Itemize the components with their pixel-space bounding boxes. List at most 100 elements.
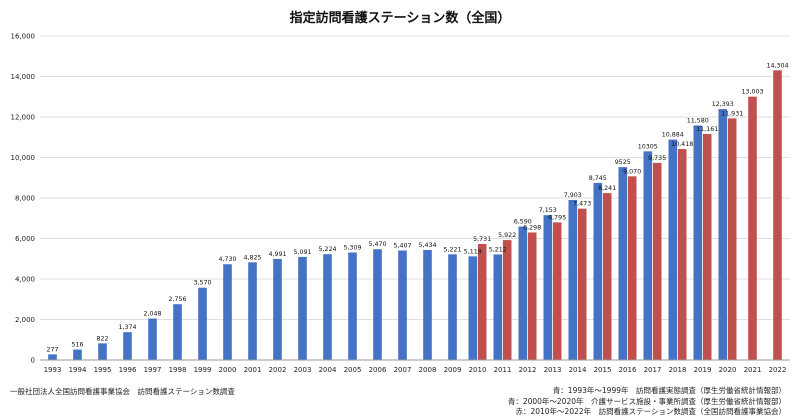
- bar: [423, 249, 432, 360]
- source-credit: 一般社団法人全国訪問看護事業協会 訪問看護ステーション数調査: [10, 387, 235, 396]
- data-label: 6,795: [548, 214, 566, 221]
- data-label: 13,003: [741, 89, 763, 96]
- x-tick-label: 2010: [469, 366, 487, 374]
- bar: [693, 125, 703, 360]
- bar: [577, 208, 587, 360]
- data-label: 5,221: [443, 246, 461, 253]
- x-tick-label: 2018: [669, 366, 687, 374]
- x-tick-label: 1995: [94, 366, 112, 374]
- data-label: 9,070: [623, 168, 641, 175]
- data-label: 5,119: [464, 248, 482, 255]
- x-tick-label: 2000: [219, 366, 237, 374]
- data-label: 516: [71, 342, 83, 349]
- x-tick-label: 2006: [369, 366, 387, 374]
- y-tick-label: 4,000: [15, 276, 35, 284]
- bar: [298, 256, 307, 360]
- data-label: 12,393: [712, 101, 734, 108]
- bars: [48, 70, 782, 361]
- y-tick-label: 6,000: [15, 235, 35, 243]
- y-tick-label: 12,000: [11, 114, 36, 122]
- y-tick-label: 0: [31, 357, 35, 365]
- x-tick-label: 2014: [569, 366, 587, 374]
- gridlines: [40, 35, 790, 320]
- data-label: 10,884: [662, 132, 684, 139]
- data-label: 4,825: [243, 254, 261, 261]
- data-label: 6,590: [514, 219, 532, 226]
- bar: [48, 354, 57, 360]
- data-label: 11,161: [696, 126, 718, 133]
- bar: [748, 96, 757, 361]
- bar: [123, 332, 132, 360]
- data-labels: 277 516 822 1,374 2,048 2,756 3,570 4,730 4,825 4…: [46, 62, 788, 353]
- bar: [248, 262, 257, 360]
- bar: [198, 287, 207, 360]
- x-tick-label: 2013: [544, 366, 562, 374]
- bar: [702, 133, 712, 360]
- x-tick-label: 2007: [394, 366, 412, 374]
- bar: [223, 264, 232, 360]
- x-tick-label: 2020: [719, 366, 737, 374]
- bar: [273, 258, 282, 360]
- x-tick-label: 1998: [169, 366, 187, 374]
- bar: [98, 343, 107, 360]
- bar: [727, 118, 737, 360]
- data-label: 1,374: [118, 324, 136, 331]
- bar: [468, 256, 478, 360]
- source-note-2: 青：2000年～2020年 介護サービス施設・事業所調査（厚生労働省統計情報部）: [507, 397, 786, 406]
- data-label: 11,931: [721, 110, 743, 117]
- y-tick-label: 16,000: [11, 33, 36, 41]
- x-tick-label: 1994: [69, 366, 87, 374]
- bar: [593, 182, 603, 360]
- bar: [323, 254, 332, 360]
- bar: [668, 139, 678, 360]
- data-label: 5,922: [498, 232, 516, 239]
- x-tick-label: 2016: [619, 366, 637, 374]
- x-tick-label: 2021: [744, 366, 762, 374]
- y-tick-label: 8,000: [15, 195, 35, 203]
- data-label: 7,903: [564, 192, 582, 199]
- bar: [448, 254, 457, 360]
- data-label: 5,407: [393, 243, 411, 250]
- x-axis-ticks: 1993 1994 1995 1996 1997 1998 1999 2000 2001 2002…: [44, 366, 787, 374]
- x-tick-label: 1999: [194, 366, 212, 374]
- y-tick-label: 2,000: [15, 316, 35, 324]
- x-tick-label: 1997: [144, 366, 162, 374]
- source-note-3: 赤：2010年～2022年 訪問看護ステーション数調査（全国訪問看護事業協会）: [515, 407, 786, 416]
- x-tick-label: 2012: [519, 366, 537, 374]
- data-label: 8,241: [598, 185, 616, 192]
- data-label: 3,570: [193, 280, 211, 287]
- data-label: 10,418: [671, 141, 693, 148]
- data-label: 5,091: [293, 249, 311, 256]
- y-tick-label: 10,000: [11, 154, 36, 162]
- data-label: 2,756: [168, 296, 186, 303]
- x-tick-label: 2009: [444, 366, 462, 374]
- x-tick-label: 2008: [419, 366, 437, 374]
- data-label: 8,745: [589, 175, 607, 182]
- bar: [602, 193, 612, 360]
- x-tick-label: 2002: [269, 366, 287, 374]
- data-label: 277: [46, 346, 58, 353]
- bar: [718, 109, 728, 360]
- bar: [477, 243, 487, 360]
- data-label: 6,298: [523, 224, 541, 231]
- x-tick-label: 2022: [769, 366, 787, 374]
- bar: [398, 250, 407, 360]
- data-label: 7,153: [539, 207, 557, 214]
- data-label: 5,470: [368, 241, 386, 248]
- x-tick-label: 2005: [344, 366, 362, 374]
- bar: [773, 70, 782, 361]
- bar: [502, 240, 512, 360]
- data-label: 10305: [638, 143, 658, 150]
- data-label: 7,473: [573, 201, 591, 208]
- y-tick-label: 14,000: [11, 73, 36, 81]
- chart-title: 指定訪問看護ステーション数（全国）: [290, 10, 511, 26]
- x-tick-label: 2001: [244, 366, 262, 374]
- bar: [652, 162, 662, 360]
- bar: [373, 249, 382, 360]
- data-label: 11,580: [687, 118, 709, 125]
- data-label: 822: [96, 335, 108, 342]
- bar: [518, 226, 528, 360]
- bar: [148, 318, 157, 360]
- bar: [173, 304, 182, 360]
- source-note-1: 青：1993年～1999年 訪問看護実態調査（厚生労働省統計情報部）: [552, 386, 786, 395]
